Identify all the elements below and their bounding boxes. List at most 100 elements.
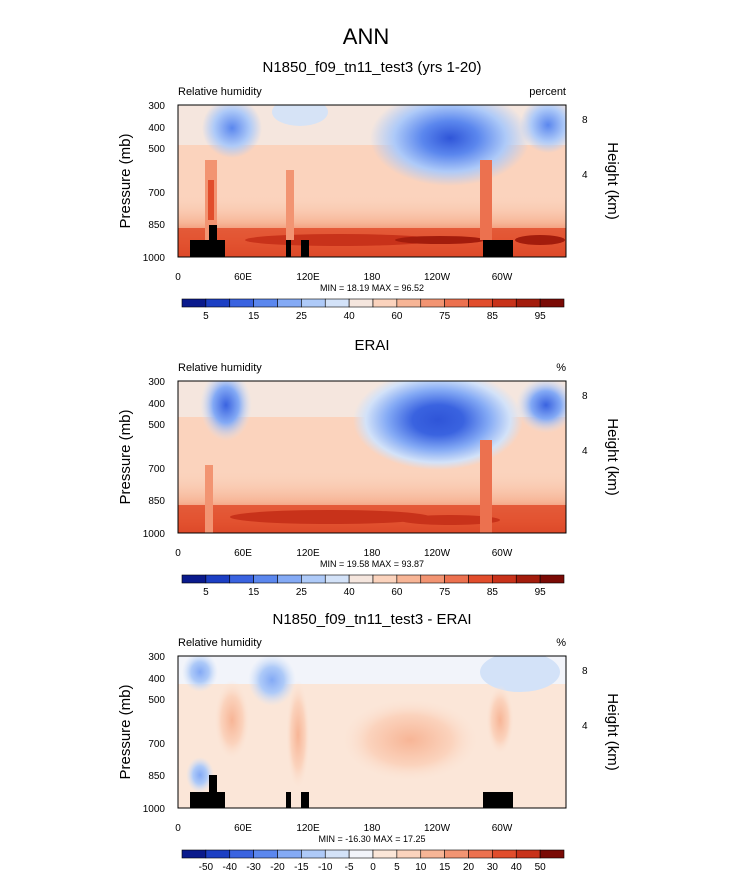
colorbar-label: 40: [344, 587, 356, 598]
x-tick: 60E: [234, 548, 252, 559]
colorbar-swatch: [396, 574, 422, 584]
colorbar-swatch: [444, 574, 469, 584]
colorbar-swatch: [301, 849, 326, 859]
colorbar-label: 95: [535, 311, 547, 322]
y2-axis-title: Height (km): [604, 693, 621, 771]
colorbar-label: -5: [345, 862, 354, 873]
colorbar-label: 25: [296, 311, 308, 322]
colorbar-swatch: [420, 849, 445, 859]
colorbar-swatch: [181, 574, 207, 584]
colorbar: -50 -40 -30 -20 -15 -10 -5 0 5 10 15 20 30 40 50: [181, 849, 565, 873]
colorbar-swatch: [324, 574, 350, 584]
x-tick: 0: [175, 548, 181, 559]
plot-frame: [177, 104, 567, 258]
colorbar-label: 20: [463, 862, 475, 873]
colorbar-swatch: [492, 849, 517, 859]
colorbar-label: -15: [294, 862, 309, 873]
colorbar-label: 15: [248, 311, 260, 322]
y-tick: 850: [148, 771, 165, 782]
colorbar-swatch: [372, 298, 398, 308]
colorbar-label: 50: [535, 862, 547, 873]
x-tick: 60E: [234, 823, 252, 834]
colorbar-swatch: [468, 298, 493, 308]
colorbar-swatch: [253, 298, 278, 308]
y-tick: 300: [148, 101, 165, 112]
x-tick: 120E: [296, 272, 320, 283]
colorbar-label: -20: [270, 862, 285, 873]
y-tick: 1000: [143, 529, 166, 540]
colorbar-swatch: [468, 849, 493, 859]
colorbar-label: -10: [318, 862, 333, 873]
x-tick: 180: [364, 548, 381, 559]
panel-obs: ERAI Relative humidity % Pressure (mb) H…: [117, 337, 621, 598]
x-tick: 0: [175, 272, 181, 283]
x-tick: 180: [364, 823, 381, 834]
panel-title: N1850_f09_tn11_test3 (yrs 1-20): [262, 59, 481, 76]
x-tick: 60W: [492, 548, 513, 559]
y-axis-title: Pressure (mb): [117, 684, 134, 779]
x-tick: 60W: [492, 272, 513, 283]
right-label: %: [556, 637, 566, 649]
colorbar-swatch: [372, 574, 398, 584]
colorbar-swatch: [301, 298, 326, 308]
colorbar-swatch: [515, 574, 541, 584]
colorbar-swatch: [372, 849, 398, 859]
y2-tick: 8: [582, 115, 588, 126]
colorbar-label: 30: [487, 862, 499, 873]
min-max-label: MIN = 18.19 MAX = 96.52: [320, 283, 424, 293]
colorbar-swatch: [277, 849, 302, 859]
y2-tick: 8: [582, 666, 588, 677]
plot-frame: [177, 655, 567, 809]
panel-model: N1850_f09_tn11_test3 (yrs 1-20) Relative…: [117, 59, 621, 322]
x-tick: 120W: [424, 823, 451, 834]
colorbar: 5 15 25 40 60 75 85 95: [181, 298, 565, 322]
y-tick: 1000: [143, 804, 166, 815]
y-tick: 1000: [143, 253, 166, 264]
colorbar-swatch: [468, 574, 493, 584]
colorbar-swatch: [420, 298, 445, 308]
y-tick: 400: [148, 674, 165, 685]
colorbar-swatch: [301, 574, 326, 584]
colorbar-label: 75: [439, 587, 451, 598]
colorbar-label: 95: [535, 587, 547, 598]
left-label: Relative humidity: [178, 637, 262, 649]
x-tick: 120W: [424, 272, 451, 283]
colorbar-swatch: [348, 849, 374, 859]
colorbar-swatch: [181, 849, 207, 859]
colorbar-swatch: [277, 298, 302, 308]
y-tick: 300: [148, 652, 165, 663]
x-tick: 60E: [234, 272, 252, 283]
y-axis-title: Pressure (mb): [117, 409, 134, 504]
contour-field: [178, 656, 566, 808]
colorbar-swatch: [324, 298, 350, 308]
colorbar-swatch: [348, 298, 374, 308]
colorbar-swatch: [205, 574, 231, 584]
colorbar-swatch: [444, 298, 469, 308]
colorbar-swatch: [229, 574, 254, 584]
x-tick: 180: [364, 272, 381, 283]
colorbar-swatch: [539, 574, 565, 584]
y-tick: 700: [148, 739, 165, 750]
y2-axis-title: Height (km): [604, 142, 621, 220]
x-tick: 120W: [424, 548, 451, 559]
x-tick: 120E: [296, 823, 320, 834]
colorbar: 5 15 25 40 60 75 85 95: [181, 574, 565, 598]
colorbar-label: 5: [203, 311, 209, 322]
colorbar-swatch: [539, 298, 565, 308]
panel-title: ERAI: [354, 337, 389, 354]
y-tick: 500: [148, 420, 165, 431]
y2-tick: 8: [582, 391, 588, 402]
x-tick: 120E: [296, 548, 320, 559]
colorbar-label: 15: [248, 587, 260, 598]
contour-field: [178, 105, 566, 257]
y-tick: 300: [148, 377, 165, 388]
colorbar-label: 15: [439, 862, 451, 873]
y-axis-title: Pressure (mb): [117, 133, 134, 228]
colorbar-label: 75: [439, 311, 451, 322]
contour-field: [178, 381, 566, 533]
colorbar-swatch: [324, 849, 350, 859]
colorbar-swatch: [492, 298, 517, 308]
colorbar-label: 40: [511, 862, 523, 873]
colorbar-swatch: [205, 849, 231, 859]
